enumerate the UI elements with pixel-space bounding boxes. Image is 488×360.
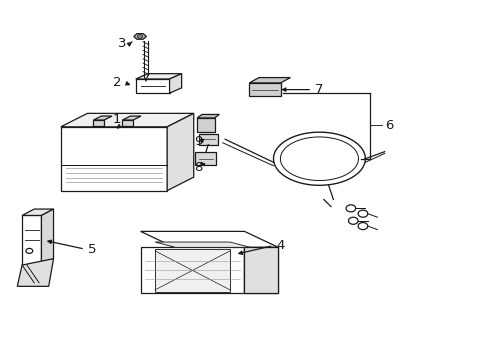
Bar [22,215,41,265]
Bar [249,83,280,96]
Text: 5: 5 [88,243,96,256]
Bar [136,79,169,93]
Bar [195,152,216,165]
Polygon shape [17,259,53,286]
Polygon shape [249,77,290,83]
Polygon shape [22,209,53,215]
Polygon shape [136,74,181,79]
Circle shape [137,35,142,38]
Text: 1: 1 [112,113,121,126]
Bar [155,249,229,292]
Polygon shape [134,33,146,39]
Polygon shape [41,209,53,265]
Circle shape [26,248,33,253]
Circle shape [346,205,355,212]
Circle shape [357,222,367,230]
Text: 7: 7 [315,83,323,96]
Bar [198,134,218,145]
Polygon shape [61,113,193,127]
Circle shape [348,217,357,224]
Text: 2: 2 [112,76,121,89]
Text: 8: 8 [194,161,203,174]
Polygon shape [197,114,219,118]
Polygon shape [155,242,250,247]
Polygon shape [93,116,112,120]
Bar [140,247,244,293]
Polygon shape [244,247,278,293]
Text: 9: 9 [194,135,203,148]
Bar [122,120,133,126]
Bar [197,118,214,132]
Text: 3: 3 [118,37,127,50]
Text: 6: 6 [385,118,393,131]
Polygon shape [167,113,193,191]
Polygon shape [122,116,141,120]
Polygon shape [140,231,278,247]
Circle shape [357,210,367,217]
Bar [61,127,167,191]
Bar [93,120,104,126]
Text: 4: 4 [276,239,285,252]
Polygon shape [244,247,278,293]
Polygon shape [169,74,181,93]
